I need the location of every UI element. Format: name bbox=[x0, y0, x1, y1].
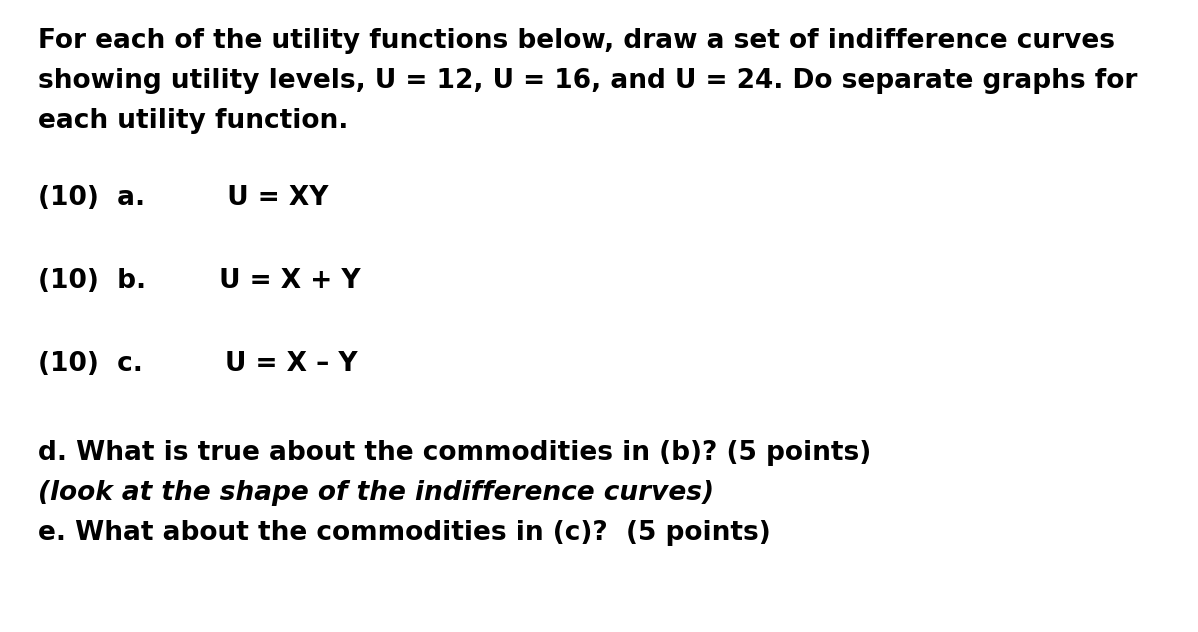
Text: d. What is true about the commodities in (b)? (5 points): d. What is true about the commodities in… bbox=[38, 440, 871, 466]
Text: (10)  c.         U = X – Y: (10) c. U = X – Y bbox=[38, 351, 358, 377]
Text: showing utility levels, U = 12, U = 16, and U = 24. Do separate graphs for: showing utility levels, U = 12, U = 16, … bbox=[38, 68, 1137, 94]
Text: (10)  b.        U = X + Y: (10) b. U = X + Y bbox=[38, 268, 361, 294]
Text: e. What about the commodities in (c)?  (5 points): e. What about the commodities in (c)? (5… bbox=[38, 520, 770, 546]
Text: (look at the shape of the indifference curves): (look at the shape of the indifference c… bbox=[38, 480, 714, 506]
Text: For each of the utility functions below, draw a set of indifference curves: For each of the utility functions below,… bbox=[38, 28, 1115, 54]
Text: (10)  a.         U = XY: (10) a. U = XY bbox=[38, 185, 328, 211]
Text: each utility function.: each utility function. bbox=[38, 108, 349, 134]
